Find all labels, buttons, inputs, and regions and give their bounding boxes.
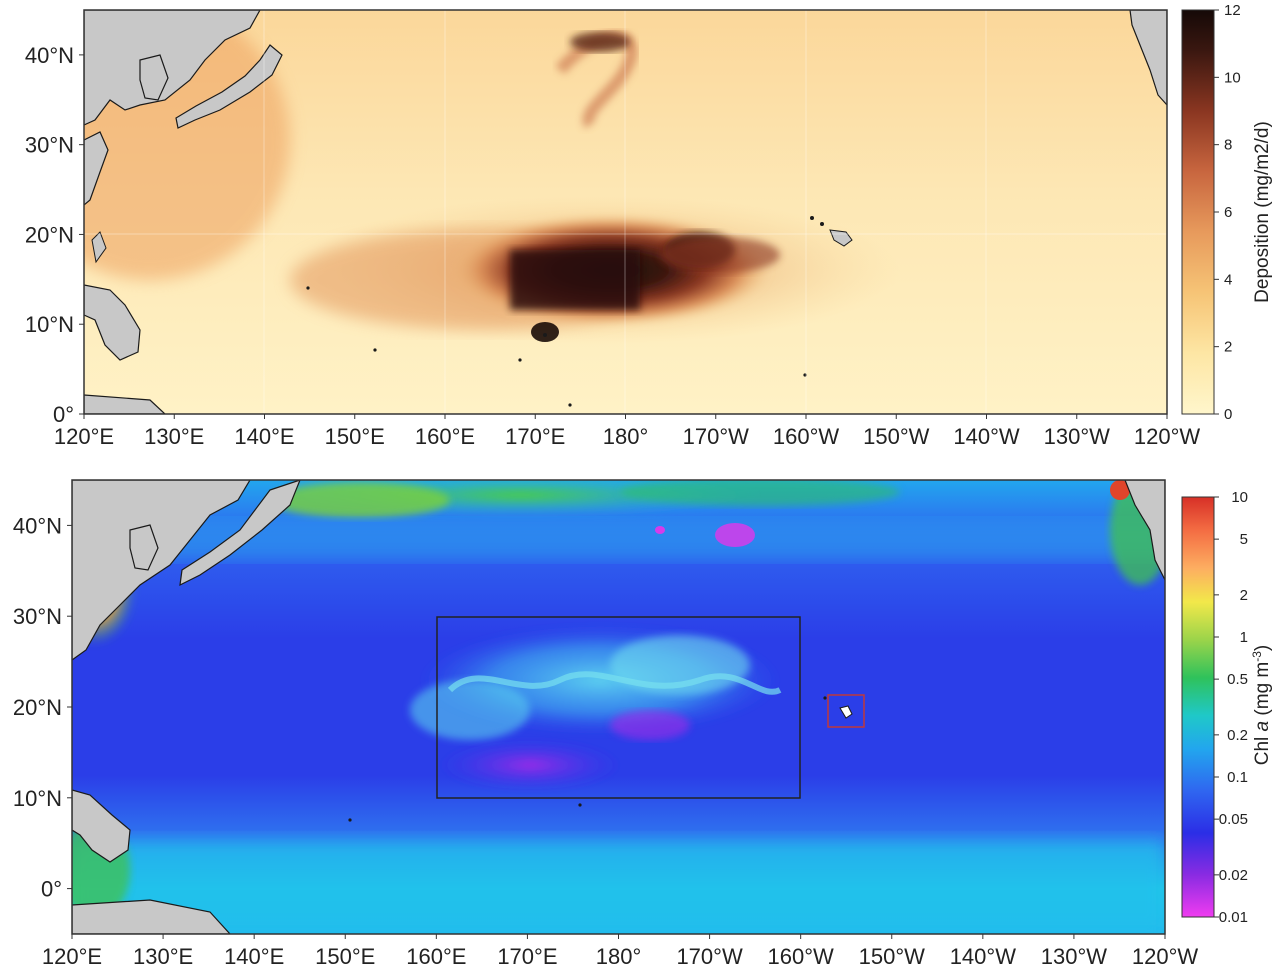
x-tick-label: 140°E bbox=[234, 424, 294, 449]
x-tick-label: 120°E bbox=[54, 424, 114, 449]
y-tick-label: 20°N bbox=[25, 222, 74, 247]
x-tick-label: 120°W bbox=[1132, 944, 1199, 969]
chlorophyll-field bbox=[72, 480, 1165, 934]
x-tick-label: 170°E bbox=[497, 944, 557, 969]
x-tick-label: 150°E bbox=[325, 424, 385, 449]
colorbar-tick-label: 0.01 bbox=[1219, 909, 1248, 926]
x-tick-label: 170°W bbox=[683, 424, 750, 449]
colorbar-tick-label: 6 bbox=[1224, 204, 1232, 221]
y-tick-label: 10°N bbox=[25, 312, 74, 337]
colorbar-tick-label: 2 bbox=[1224, 339, 1232, 356]
study-region-box bbox=[436, 616, 801, 799]
colorbar-tick-label: 0.05 bbox=[1219, 811, 1248, 828]
x-tick-label: 170°E bbox=[505, 424, 565, 449]
x-tick-label: 130°W bbox=[1041, 944, 1108, 969]
y-tick-label: 10°N bbox=[13, 786, 62, 811]
colorbar-tick-label: 12 bbox=[1224, 2, 1241, 19]
colorbar-tick-label: 4 bbox=[1224, 271, 1232, 288]
x-tick-label: 170°W bbox=[676, 944, 743, 969]
colorbar-tick-label: 0.1 bbox=[1227, 769, 1248, 786]
hawaii-region-box bbox=[827, 694, 865, 728]
deposition-x-axis: 120°E 130°E 140°E 150°E 160°E 170°E 180° 170°W 1… bbox=[54, 414, 1200, 449]
x-tick-label: 120°W bbox=[1134, 424, 1201, 449]
y-tick-label: 30°N bbox=[13, 604, 62, 629]
colorbar-tick-label: 5 bbox=[1240, 531, 1248, 548]
deposition-colorbar: 0 2 4 6 8 10 12 Deposition (mg/m2/d) bbox=[1181, 2, 1273, 423]
x-tick-label: 160°E bbox=[415, 424, 475, 449]
x-tick-label: 120°E bbox=[42, 944, 102, 969]
y-tick-label: 40°N bbox=[25, 43, 74, 68]
colorbar-tick-label: 1 bbox=[1240, 629, 1248, 646]
x-tick-label: 150°W bbox=[859, 944, 926, 969]
deposition-field bbox=[84, 10, 1167, 414]
x-tick-label: 140°W bbox=[953, 424, 1020, 449]
colorbar-tick-label: 0.02 bbox=[1219, 867, 1248, 884]
colorbar-tick-label: 2 bbox=[1240, 587, 1248, 604]
colorbar-tick-label: 8 bbox=[1224, 137, 1232, 154]
y-tick-label: 20°N bbox=[13, 695, 62, 720]
chlorophyll-y-axis: 40°N 30°N 20°N 10°N 0° bbox=[13, 513, 72, 902]
x-tick-label: 180° bbox=[603, 424, 649, 449]
chlorophyll-map-panel: 120°E 130°E 140°E 150°E 160°E 170°E 180° 170°W 1… bbox=[13, 479, 1273, 969]
chlorophyll-x-axis: 120°E 130°E 140°E 150°E 160°E 170°E 180° 170°W 1… bbox=[42, 934, 1198, 969]
x-tick-label: 140°E bbox=[224, 944, 284, 969]
y-tick-label: 30°N bbox=[25, 133, 74, 158]
colorbar-tick-label: 10 bbox=[1231, 489, 1248, 506]
colorbar-tick-label: 0.5 bbox=[1227, 671, 1248, 688]
colorbar-tick-label: 10 bbox=[1224, 69, 1241, 86]
x-tick-label: 160°W bbox=[768, 944, 835, 969]
x-tick-label: 160°W bbox=[773, 424, 840, 449]
deposition-y-axis: 40°N 30°N 20°N 10°N 0° bbox=[25, 43, 84, 427]
chlorophyll-colorbar-title: Chl a (mg m-3) bbox=[1250, 645, 1273, 765]
x-tick-label: 130°W bbox=[1044, 424, 1111, 449]
x-tick-label: 160°E bbox=[406, 944, 466, 969]
deposition-map-panel: 120°E 130°E 140°E 150°E 160°E 170°E 180° 170°W 1… bbox=[25, 2, 1273, 449]
y-tick-label: 40°N bbox=[13, 513, 62, 538]
x-tick-label: 130°E bbox=[144, 424, 204, 449]
chlorophyll-colorbar: 10 5 2 1 0.5 0.2 0.1 0.05 0.02 0.01 Chl a (mg m-3… bbox=[1181, 489, 1273, 926]
x-tick-label: 150°W bbox=[863, 424, 930, 449]
x-tick-label: 140°W bbox=[950, 944, 1017, 969]
y-tick-label: 0° bbox=[53, 402, 74, 427]
x-tick-label: 150°E bbox=[315, 944, 375, 969]
y-tick-label: 0° bbox=[41, 877, 62, 902]
deposition-colorbar-title: Deposition (mg/m2/d) bbox=[1252, 121, 1273, 303]
colorbar-tick-label: 0 bbox=[1224, 406, 1232, 423]
x-tick-label: 180° bbox=[596, 944, 642, 969]
x-tick-label: 130°E bbox=[133, 944, 193, 969]
colorbar-tick-label: 0.2 bbox=[1227, 727, 1248, 744]
